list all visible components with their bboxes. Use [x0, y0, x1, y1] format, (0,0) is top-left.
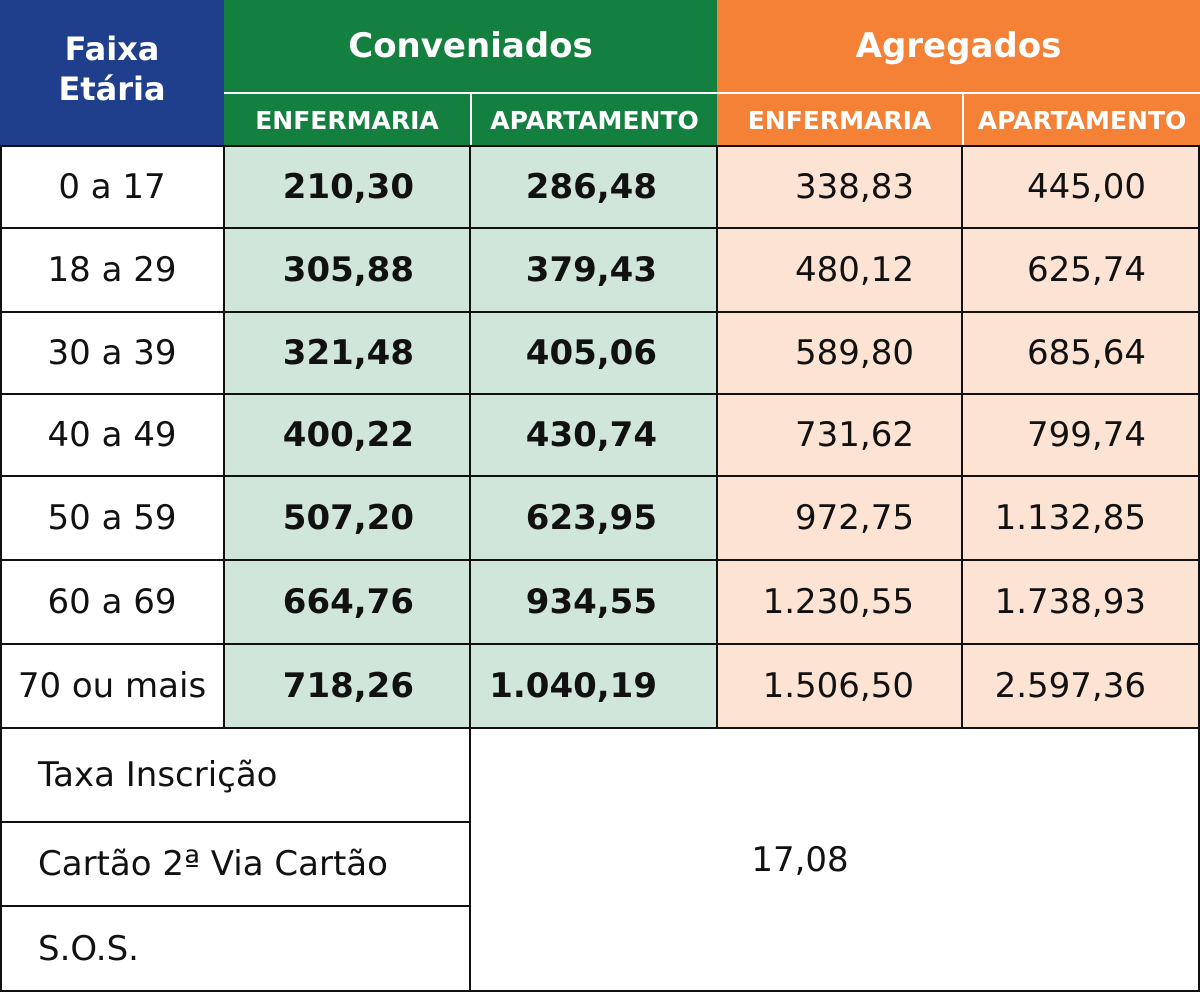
footer-item-cartao-2a-via: Cartão 2ª Via Cartão [0, 822, 470, 906]
grid-line-horizontal [0, 227, 1200, 229]
grid-line-horizontal [0, 145, 1200, 147]
grid-line-horizontal [0, 559, 1200, 561]
grid-line-horizontal [0, 821, 470, 823]
agregados-enfermaria-cell: 589,80 [717, 312, 962, 394]
conveniados-apartamento-cell: 379,43 [470, 228, 717, 312]
agregados-apartamento-cell: 625,74 [962, 228, 1200, 312]
conveniados-enfermaria-cell: 507,20 [224, 476, 470, 560]
header-agregados: Agregados [717, 0, 1200, 92]
header-conveniados: Conveniados [224, 0, 717, 92]
age-cell: 40 a 49 [0, 394, 224, 476]
grid-line-horizontal [0, 990, 1200, 992]
agregados-apartamento-cell: 1.132,85 [962, 476, 1200, 560]
footer-value: 17,08 [751, 840, 849, 880]
grid-line-vertical [469, 146, 471, 992]
conveniados-apartamento-cell: 1.040,19 [470, 644, 717, 728]
grid-line-horizontal [0, 643, 1200, 645]
header-age-line2: Etária [58, 70, 166, 108]
subheader-conveniados-apartamento: APARTAMENTO [470, 92, 717, 146]
conveniados-apartamento-cell: 430,74 [470, 394, 717, 476]
footer-item-sos: S.O.S. [0, 906, 470, 992]
agregados-apartamento-cell: 685,64 [962, 312, 1200, 394]
agregados-enfermaria-cell: 338,83 [717, 146, 962, 228]
conveniados-enfermaria-cell: 321,48 [224, 312, 470, 394]
footer-item-taxa-inscricao: Taxa Inscrição [0, 728, 470, 822]
grid-line-vertical [0, 146, 2, 992]
agregados-apartamento-cell: 2.597,36 [962, 644, 1200, 728]
agregados-enfermaria-cell: 480,12 [717, 228, 962, 312]
conveniados-enfermaria-cell: 210,30 [224, 146, 470, 228]
subheader-conveniados-enfermaria: ENFERMARIA [224, 92, 470, 146]
conveniados-enfermaria-cell: 718,26 [224, 644, 470, 728]
agregados-apartamento-cell: 445,00 [962, 146, 1200, 228]
agregados-enfermaria-cell: 1.506,50 [717, 644, 962, 728]
age-cell: 70 ou mais [0, 644, 224, 728]
conveniados-apartamento-cell: 286,48 [470, 146, 717, 228]
grid-line-vertical [961, 146, 963, 728]
agregados-enfermaria-cell: 731,62 [717, 394, 962, 476]
conveniados-enfermaria-cell: 664,76 [224, 560, 470, 644]
grid-line-vertical [223, 146, 225, 728]
age-cell: 60 a 69 [0, 560, 224, 644]
agregados-enfermaria-cell: 972,75 [717, 476, 962, 560]
header-age-line1: Faixa [64, 30, 160, 68]
header-faixa-etaria: Faixa Etária [0, 0, 224, 146]
age-cell: 18 a 29 [0, 228, 224, 312]
age-cell: 30 a 39 [0, 312, 224, 394]
grid-line-horizontal [0, 727, 1200, 729]
grid-line-vertical [1198, 146, 1200, 992]
conveniados-apartamento-cell: 623,95 [470, 476, 717, 560]
conveniados-apartamento-cell: 405,06 [470, 312, 717, 394]
subheader-agregados-enfermaria: ENFERMARIA [717, 92, 962, 146]
grid-line-horizontal [0, 393, 1200, 395]
conveniados-apartamento-cell: 934,55 [470, 560, 717, 644]
grid-line-horizontal [0, 475, 1200, 477]
conveniados-enfermaria-cell: 305,88 [224, 228, 470, 312]
age-cell: 50 a 59 [0, 476, 224, 560]
conveniados-enfermaria-cell: 400,22 [224, 394, 470, 476]
grid-line-vertical [716, 146, 718, 728]
grid-line-horizontal [0, 905, 470, 907]
grid-line-horizontal [0, 311, 1200, 313]
subheader-agregados-apartamento: APARTAMENTO [962, 92, 1200, 146]
age-cell: 0 a 17 [0, 146, 224, 228]
agregados-apartamento-cell: 1.738,93 [962, 560, 1200, 644]
agregados-enfermaria-cell: 1.230,55 [717, 560, 962, 644]
agregados-apartamento-cell: 799,74 [962, 394, 1200, 476]
